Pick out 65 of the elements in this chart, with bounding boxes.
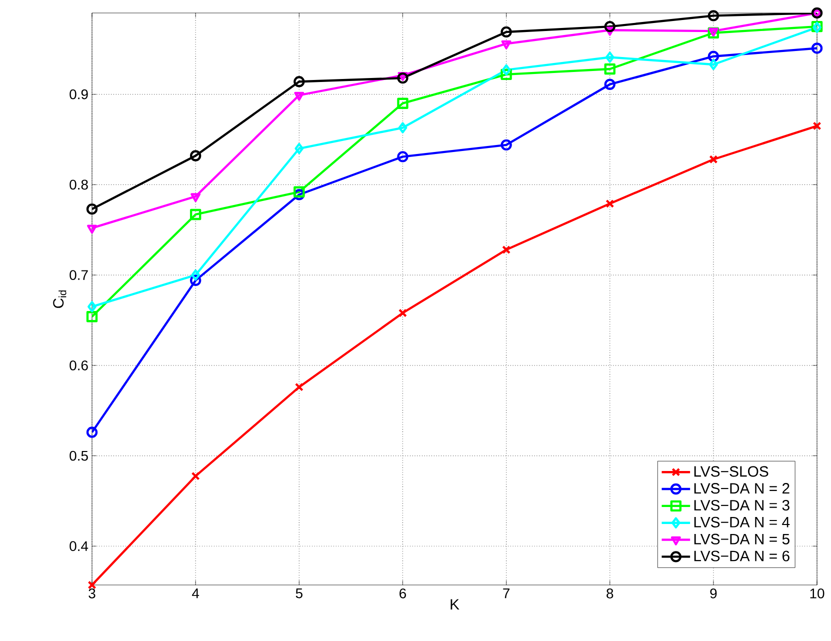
- x-tick-label: 4: [192, 588, 200, 598]
- point: [86, 311, 98, 322]
- legend-label: LVS−DA N = 2: [694, 483, 790, 494]
- point: [190, 193, 201, 202]
- point: [398, 72, 408, 81]
- point: [191, 269, 200, 281]
- y-tick-label: 0.7: [70, 270, 88, 280]
- x-tick-label: 3: [88, 588, 96, 598]
- legend-label: LVS−DA N = 3: [694, 500, 790, 511]
- point: [294, 382, 304, 392]
- point: [294, 189, 305, 200]
- point: [500, 68, 512, 80]
- point: [502, 245, 511, 254]
- point: [502, 64, 511, 76]
- point: [86, 203, 98, 215]
- point: [812, 10, 822, 19]
- point: [294, 92, 304, 101]
- point: [604, 20, 616, 32]
- y-axis-title: C$_{id}$: [53, 290, 66, 308]
- point: [294, 142, 304, 154]
- x-tick-label: 7: [503, 588, 510, 598]
- point: [604, 78, 616, 90]
- y-tick-label: 0.4: [70, 541, 88, 552]
- legend-label: LVS−SLOS: [694, 466, 768, 477]
- point: [709, 155, 718, 164]
- point: [708, 58, 718, 70]
- x-tick-label: 8: [606, 588, 614, 598]
- point: [397, 151, 408, 162]
- point: [294, 76, 305, 88]
- point: [708, 10, 720, 22]
- point: [190, 274, 202, 286]
- point: [190, 208, 202, 220]
- point: [397, 72, 408, 84]
- x-tick-label: 10: [810, 588, 824, 598]
- x-tick-label: 6: [400, 588, 406, 598]
- point: [812, 122, 822, 130]
- y-tick-label: 0.6: [70, 360, 88, 370]
- point: [605, 52, 614, 63]
- point: [294, 186, 305, 198]
- point: [500, 26, 512, 38]
- x-tick-label: 5: [296, 588, 302, 598]
- point: [604, 63, 616, 75]
- point: [88, 301, 96, 312]
- point: [87, 224, 97, 234]
- x-axis-title: K: [450, 599, 460, 610]
- point: [811, 7, 823, 19]
- point: [191, 472, 200, 480]
- point: [708, 50, 720, 62]
- point: [606, 199, 614, 208]
- y-tick-label: 0.5: [70, 450, 88, 461]
- point: [190, 150, 202, 162]
- point: [500, 139, 512, 151]
- point: [398, 308, 407, 318]
- point: [398, 122, 408, 134]
- point: [88, 580, 96, 590]
- legend-label: LVS−DA N = 5: [694, 534, 790, 544]
- legend-label: LVS−DA N = 6: [694, 550, 790, 562]
- point: [811, 42, 823, 54]
- point: [397, 98, 408, 109]
- point: [86, 426, 98, 438]
- y-tick-label: 0.9: [70, 89, 88, 100]
- y-tick-label: 0.8: [70, 180, 88, 190]
- x-tick-label: 9: [710, 588, 717, 598]
- point: [501, 40, 512, 50]
- legend-label: LVS−DA N = 4: [694, 516, 790, 528]
